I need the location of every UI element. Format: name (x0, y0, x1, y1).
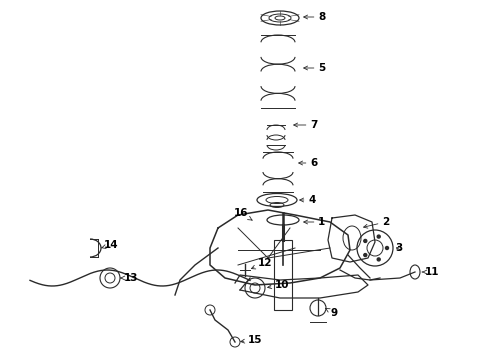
Text: 11: 11 (422, 267, 440, 277)
Text: 16: 16 (234, 208, 252, 220)
Text: 1: 1 (304, 217, 325, 227)
Text: 10: 10 (268, 280, 290, 290)
Text: 8: 8 (304, 12, 325, 22)
Text: 6: 6 (299, 158, 317, 168)
Circle shape (377, 235, 380, 238)
Circle shape (377, 258, 380, 261)
Bar (274, 240, 292, 310)
Text: 3: 3 (395, 243, 402, 253)
Text: 14: 14 (101, 240, 119, 250)
Circle shape (364, 239, 367, 242)
Text: 2: 2 (364, 217, 389, 228)
Text: 12: 12 (251, 258, 272, 269)
Text: 13: 13 (121, 273, 139, 283)
Text: 4: 4 (300, 195, 316, 205)
Text: 15: 15 (241, 335, 263, 345)
Text: 7: 7 (294, 120, 318, 130)
Text: 9: 9 (326, 308, 337, 318)
Circle shape (364, 253, 367, 257)
Circle shape (386, 247, 389, 249)
Text: 5: 5 (304, 63, 325, 73)
